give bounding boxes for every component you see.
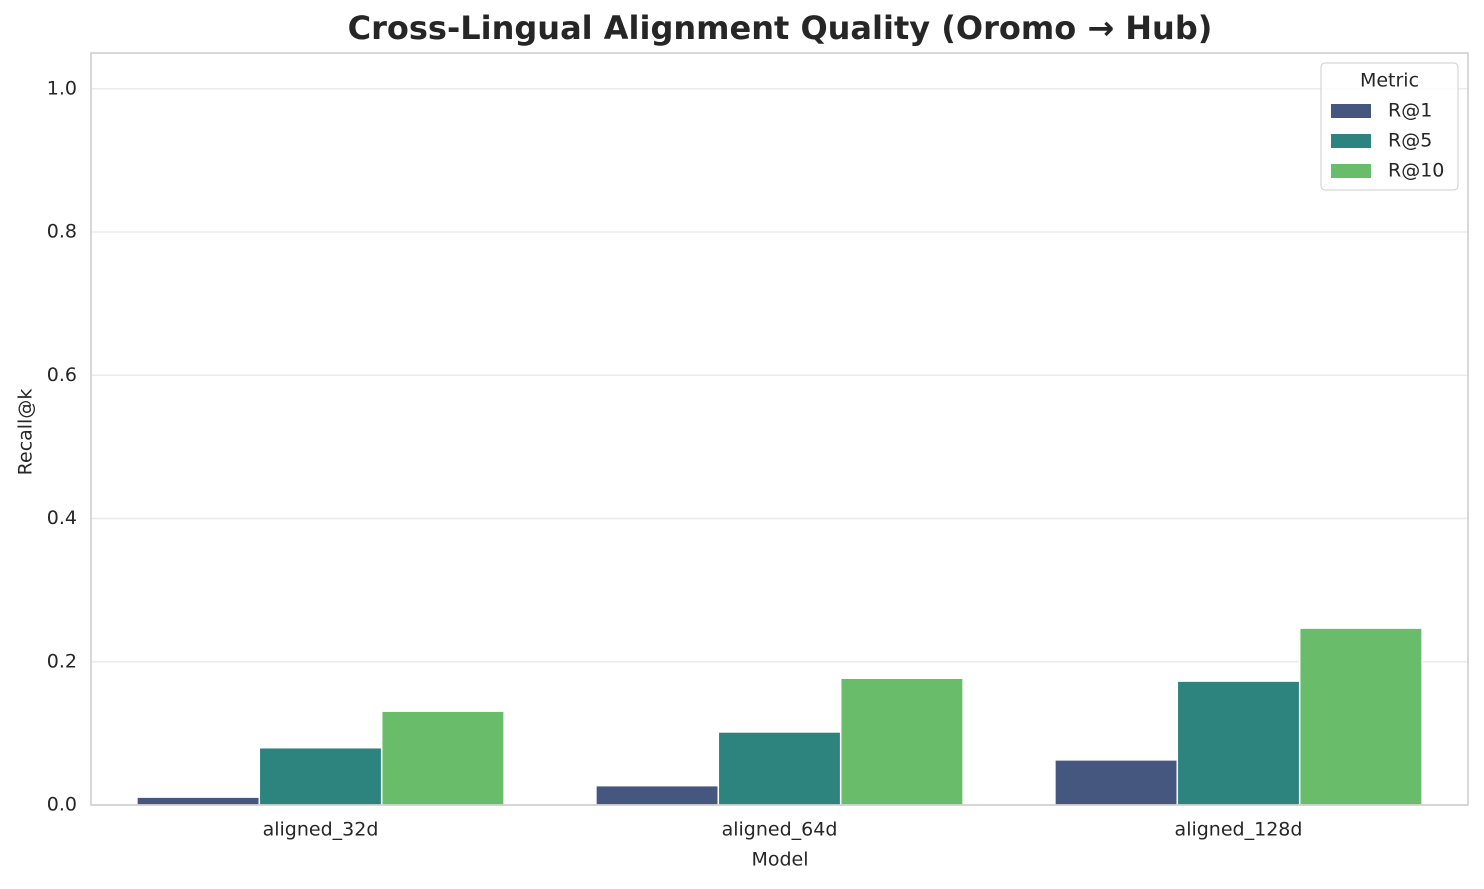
legend-box xyxy=(1320,62,1459,191)
y-tick-label: 0.6 xyxy=(47,364,77,386)
bar xyxy=(839,677,964,806)
legend-swatch xyxy=(1331,164,1371,178)
bar xyxy=(1176,680,1301,806)
bar xyxy=(595,784,720,806)
bar xyxy=(1054,759,1179,806)
x-axis-label: Model xyxy=(751,849,808,871)
y-tick-label: 0.8 xyxy=(47,221,77,243)
bar xyxy=(380,710,505,806)
y-tick-label: 0.0 xyxy=(47,794,77,816)
y-axis-label: Recall@k xyxy=(15,389,37,476)
bar xyxy=(717,731,842,806)
legend-swatch xyxy=(1331,104,1371,118)
y-tick-label: 0.4 xyxy=(47,507,77,529)
bar xyxy=(258,746,383,806)
legend-swatch xyxy=(1331,134,1371,148)
legend-title: Metric xyxy=(1360,70,1419,92)
chart-title: Cross-Lingual Alignment Quality (Oromo →… xyxy=(348,9,1213,47)
x-tick-label: aligned_64d xyxy=(722,819,838,841)
bar xyxy=(1298,627,1423,806)
x-tick-label: aligned_32d xyxy=(263,819,379,841)
y-tick-label: 0.2 xyxy=(47,650,77,672)
legend-label: R@10 xyxy=(1388,160,1444,182)
bar xyxy=(136,796,261,806)
plot-frame xyxy=(90,52,1469,806)
y-tick-label: 1.0 xyxy=(47,77,77,99)
legend-label: R@5 xyxy=(1388,130,1432,152)
x-tick-label: aligned_128d xyxy=(1175,819,1303,841)
legend-label: R@1 xyxy=(1388,100,1432,122)
